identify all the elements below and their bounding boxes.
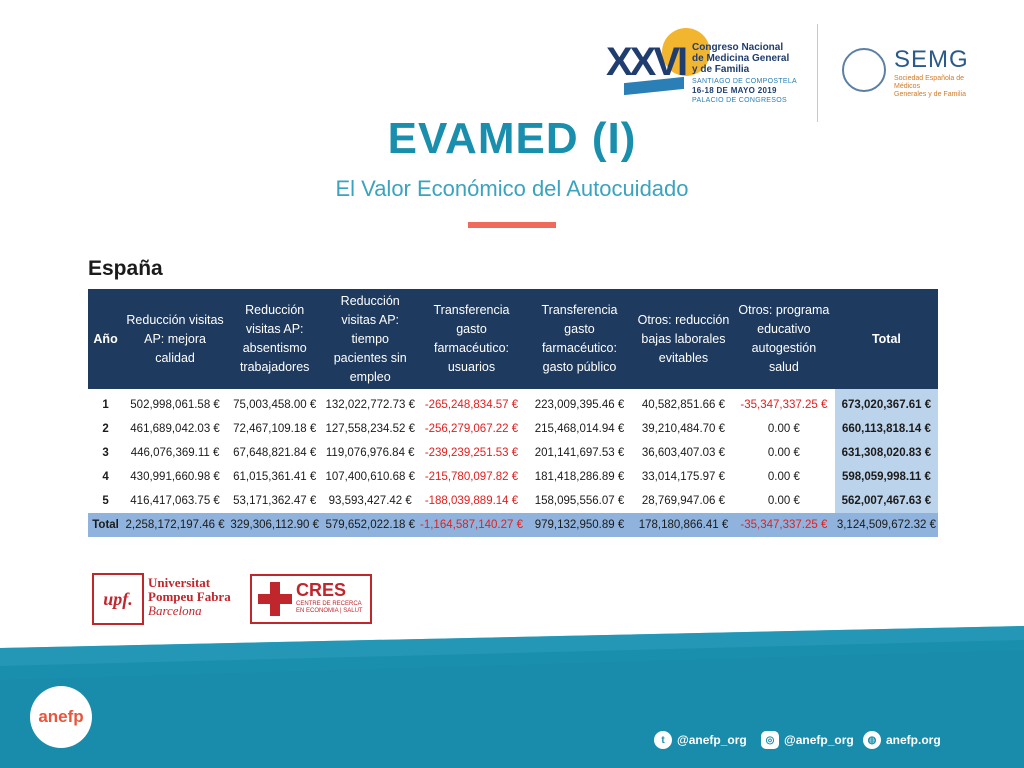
- table-row: 1 502,998,061.58 € 75,003,458.00 € 132,0…: [88, 389, 938, 417]
- congress-details: SANTIAGO DE COMPOSTELA 16-18 DE MAYO 201…: [692, 78, 798, 104]
- website-link[interactable]: ◍ anefp.org: [863, 731, 941, 749]
- congress-number: XXVI: [606, 40, 688, 84]
- table-cell: 329,306,112.90 €: [226, 513, 323, 537]
- table-cell: 502,998,061.58 €: [130, 399, 220, 411]
- table-row: 4 430,991,660.98 € 61,015,361.41 € 107,4…: [88, 465, 938, 489]
- header-total: Total: [834, 289, 938, 389]
- table-cell: 127,558,234.52 €: [325, 423, 415, 435]
- table-cell: 2,258,172,197.46 €: [123, 513, 227, 537]
- region-label: España: [88, 257, 163, 280]
- table-cell: -1,164,587,140.27 €: [418, 513, 525, 537]
- table-cell: 132,022,772.73 €: [325, 399, 415, 411]
- header-col: Reducción visitas AP: absentismo trabaja…: [226, 289, 323, 389]
- table-cell: 53,171,362.47 €: [233, 495, 317, 507]
- page-subtitle: El Valor Económico del Autocuidado: [335, 176, 689, 201]
- table-cell: 430,991,660.98 €: [130, 471, 220, 483]
- table-cell: 61,015,361.41 €: [233, 471, 317, 483]
- table-cell: 2: [102, 423, 109, 435]
- sun-shape: [662, 28, 710, 76]
- table-cell: 181,418,286.89 €: [534, 471, 625, 483]
- anefp-logo: anefp: [30, 686, 92, 748]
- cres-logo: CRES CENTRE DE RECERCA EN ECONOMIA | SAL…: [250, 574, 372, 624]
- page-title: EVAMED (I): [387, 114, 637, 163]
- table-cell: 201,141,697.53 €: [534, 447, 625, 459]
- congress-logo: XXVI Congreso Nacional de Medicina Gener…: [600, 22, 800, 104]
- header-col: Otros: reducción bajas laborales evitabl…: [633, 289, 733, 389]
- table-cell: 660,113,818.14 €: [834, 417, 938, 441]
- table-cell: -35,347,337.25 €: [740, 399, 828, 411]
- table-cell: 67,648,821.84 €: [233, 447, 317, 459]
- table-row: 5 416,417,063.75 € 53,171,362.47 € 93,59…: [88, 489, 938, 513]
- table-cell: -239,239,251.53 €: [424, 447, 519, 459]
- table-header-row: Año Reducción visitas AP: mejora calidad…: [88, 289, 938, 389]
- congress-name: Congreso Nacional de Medicina General y …: [692, 42, 790, 75]
- table-cell: -215,780,097.82 €: [424, 471, 519, 483]
- table-cell: 178,180,866.41 €: [633, 513, 733, 537]
- table-cell: 3: [102, 447, 109, 459]
- table-row: 3 446,076,369.11 € 67,648,821.84 € 119,0…: [88, 441, 938, 465]
- table-cell: 0.00 €: [767, 471, 800, 483]
- table-cell: 598,059,998.11 €: [834, 465, 938, 489]
- twitter-icon: t: [654, 731, 672, 749]
- table-cell: 75,003,458.00 €: [233, 399, 317, 411]
- table-cell: 461,689,042.03 €: [130, 423, 220, 435]
- table-cell: -256,279,067.22 €: [424, 423, 519, 435]
- table-cell: 28,769,947.06 €: [641, 495, 726, 507]
- cross-icon: [258, 582, 292, 616]
- table-cell: 579,652,022.18 €: [322, 513, 419, 537]
- upf-logo: upf. Universitat Pompeu Fabra Barcelona: [92, 573, 242, 625]
- table-cell: 562,007,467.63 €: [834, 489, 938, 513]
- header-col: Reducción visitas AP: mejora calidad: [123, 289, 227, 389]
- table-cell: 416,417,063.75 €: [130, 495, 220, 507]
- header-col: Transferencia gasto farmacéutico: usuari…: [418, 289, 525, 389]
- table-cell: 979,132,950.89 €: [524, 513, 634, 537]
- table-cell: 72,467,109.18 €: [233, 423, 317, 435]
- table-cell: 107,400,610.68 €: [325, 471, 415, 483]
- table-cell: 39,210,484.70 €: [641, 423, 726, 435]
- header-col: Reducción visitas AP: tiempo pacientes s…: [322, 289, 419, 389]
- table-cell: 119,076,976.84 €: [325, 447, 415, 459]
- twitter-link[interactable]: t @anefp_org: [654, 731, 747, 749]
- table-cell: 5: [102, 495, 109, 507]
- table-cell: 0.00 €: [767, 495, 800, 507]
- table-cell: 0.00 €: [767, 447, 800, 459]
- table-cell: 446,076,369.11 €: [130, 447, 220, 459]
- upf-mark: upf.: [92, 573, 144, 625]
- table-row: 2 461,689,042.03 € 72,467,109.18 € 127,5…: [88, 417, 938, 441]
- table-cell: 36,603,407.03 €: [641, 447, 726, 459]
- table-cell: 0.00 €: [767, 423, 800, 435]
- header-col: Transferencia gasto farmacéutico: gasto …: [524, 289, 634, 389]
- table-cell: -188,039,889.14 €: [424, 495, 519, 507]
- semg-logo: SEMG Sociedad Española de Médicos Genera…: [842, 46, 982, 98]
- table-cell: 1: [102, 399, 109, 411]
- economic-value-table: Año Reducción visitas AP: mejora calidad…: [88, 289, 938, 537]
- table-cell: 223,009,395.46 €: [534, 399, 625, 411]
- instagram-icon: ◎: [761, 731, 779, 749]
- table-cell: 631,308,020.83 €: [834, 441, 938, 465]
- table-cell: 673,020,367.61 €: [834, 389, 938, 417]
- header-col: Otros: programa educativo autogestión sa…: [732, 289, 835, 389]
- table-cell: 215,468,014.94 €: [534, 423, 625, 435]
- table-cell: 93,593,427.42 €: [328, 495, 412, 507]
- table-cell: 40,582,851.66 €: [641, 399, 726, 411]
- table-cell: -35,347,337.25 €: [732, 513, 835, 537]
- table-cell: 4: [102, 471, 109, 483]
- header-divider: [817, 24, 818, 122]
- semg-emblem-icon: [842, 48, 886, 92]
- table-cell: 158,095,556.07 €: [534, 495, 625, 507]
- table-cell: -265,248,834.57 €: [424, 399, 519, 411]
- table-cell: 3,124,509,672.32 €: [834, 513, 938, 537]
- instagram-link[interactable]: ◎ @anefp_org: [761, 731, 854, 749]
- table-total-row: Total 2,258,172,197.46 € 329,306,112.90 …: [88, 513, 938, 537]
- header-year: Año: [88, 289, 124, 389]
- table-cell: Total: [88, 513, 124, 537]
- title-underline: [468, 222, 556, 228]
- table-cell: 33,014,175.97 €: [641, 471, 726, 483]
- globe-icon: ◍: [863, 731, 881, 749]
